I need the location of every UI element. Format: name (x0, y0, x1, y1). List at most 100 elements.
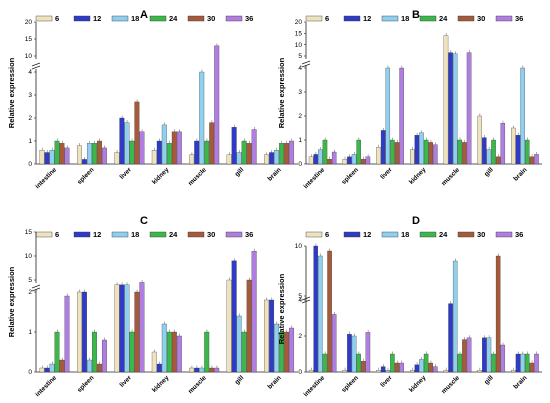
legend-label-18: 18 (131, 14, 139, 23)
bar-brain-12 (269, 152, 275, 165)
category-label-spleen: spleen (76, 374, 96, 394)
category-label-kidney: kidney (408, 166, 428, 186)
category-label-liver: liver (119, 374, 134, 389)
bar-spleen-18 (351, 335, 357, 373)
legend-label-24: 24 (169, 230, 178, 239)
axis-break-mark (31, 284, 41, 289)
bar-brain-30 (529, 362, 535, 373)
bar-muscle-30 (209, 122, 215, 165)
bar-liver-6 (114, 152, 120, 165)
bar-spleen-12 (81, 291, 87, 373)
bar-gill-36 (251, 251, 257, 373)
bar-liver-24 (129, 140, 135, 165)
bar-spleen-12 (81, 159, 87, 165)
bar-liver-12 (119, 284, 125, 373)
bar-gill-12 (482, 137, 487, 165)
bar-gill-6 (226, 154, 232, 165)
y-tick-label: 5 (28, 277, 32, 284)
bar-muscle-36 (466, 337, 472, 373)
category-label-muscle: muscle (187, 374, 208, 395)
axis-break-mark (31, 62, 41, 67)
bar-muscle-30 (209, 367, 215, 373)
bar-brain-12 (515, 353, 521, 373)
bar-kidney-30 (428, 142, 433, 165)
bar-brain-24 (524, 139, 530, 165)
legend-swatch-18 (381, 231, 399, 238)
bar-gill-6 (226, 279, 232, 373)
legend-swatch-12 (73, 15, 91, 22)
bar-brain-6 (264, 154, 270, 165)
bar-muscle-36 (214, 45, 220, 165)
category-label-liver: liver (379, 166, 394, 181)
legend-label-30: 30 (207, 230, 215, 239)
bar-kidney-30 (171, 331, 177, 373)
bar-liver-6 (114, 284, 120, 373)
legend-label-12: 12 (363, 230, 371, 239)
y-tick-label: 2 (298, 333, 302, 340)
bar-kidney-18 (419, 359, 424, 373)
legend-swatch-36 (495, 231, 513, 238)
bar-intestine-6 (308, 370, 314, 373)
bar-intestine-18 (49, 150, 55, 165)
bar-gill-6 (477, 370, 482, 373)
y-tick-label: 0 (28, 369, 32, 376)
bar-intestine-12 (313, 245, 318, 373)
axis-break-mark (31, 287, 41, 292)
legend-swatch-6 (305, 231, 323, 238)
bar-muscle-12 (448, 303, 453, 373)
y-axis-label: Relative expression (7, 266, 16, 337)
category-label-intestine: intestine (302, 374, 326, 398)
bar-intestine-6 (308, 156, 314, 165)
bar-muscle-18 (452, 53, 458, 165)
category-label-brain: brain (512, 374, 528, 390)
bar-brain-6 (264, 299, 270, 373)
bar-spleen-12 (347, 334, 352, 373)
legend-swatch-36 (495, 15, 513, 22)
y-tick-label: 15 (25, 229, 33, 236)
legend-label-18: 18 (401, 14, 409, 23)
bar-kidney-30 (428, 362, 433, 373)
bar-spleen-6 (76, 145, 82, 165)
bar-kidney-24 (423, 353, 429, 373)
bar-liver-24 (390, 139, 395, 165)
bar-spleen-24 (91, 143, 97, 165)
legend-label-24: 24 (169, 14, 178, 23)
category-label-spleen: spleen (340, 166, 360, 186)
legend-swatch-24 (419, 231, 437, 238)
legend-label-36: 36 (515, 230, 523, 239)
y-tick-label: 0 (28, 161, 32, 168)
legend-label-36: 36 (245, 230, 253, 239)
bar-spleen-12 (347, 156, 352, 165)
bar-muscle-36 (214, 367, 220, 373)
bar-kidney-6 (409, 370, 415, 373)
y-tick-label: 2 (28, 289, 32, 296)
bar-brain-36 (289, 140, 295, 165)
bar-liver-18 (124, 122, 130, 165)
bar-kidney-12 (414, 135, 420, 165)
legend-swatch-12 (73, 231, 91, 238)
bar-kidney-24 (166, 331, 172, 373)
legend-swatch-30 (187, 231, 205, 238)
bar-liver-24 (129, 331, 135, 373)
bar-spleen-30 (96, 363, 102, 373)
bar-muscle-12 (448, 52, 453, 165)
axis-break-mark (301, 60, 311, 65)
bar-spleen-24 (91, 331, 97, 373)
legend-swatch-30 (457, 231, 475, 238)
bar-liver-36 (399, 362, 404, 373)
panel-title: A (140, 9, 148, 21)
bar-muscle-30 (462, 339, 467, 373)
legend-swatch-36 (225, 15, 243, 22)
bar-liver-12 (380, 366, 386, 373)
legend-swatch-6 (35, 231, 53, 238)
category-label-gill: gill (483, 374, 495, 386)
bar-intestine-24 (322, 353, 328, 373)
bar-brain-12 (269, 299, 275, 373)
bar-spleen-18 (86, 359, 92, 373)
bar-muscle-6 (443, 370, 449, 373)
y-tick-label: 1 (28, 329, 32, 336)
bar-kidney-36 (176, 131, 182, 165)
bar-muscle-24 (457, 139, 463, 165)
y-tick-label: 20 (295, 19, 303, 26)
category-label-kidney: kidney (151, 374, 171, 394)
